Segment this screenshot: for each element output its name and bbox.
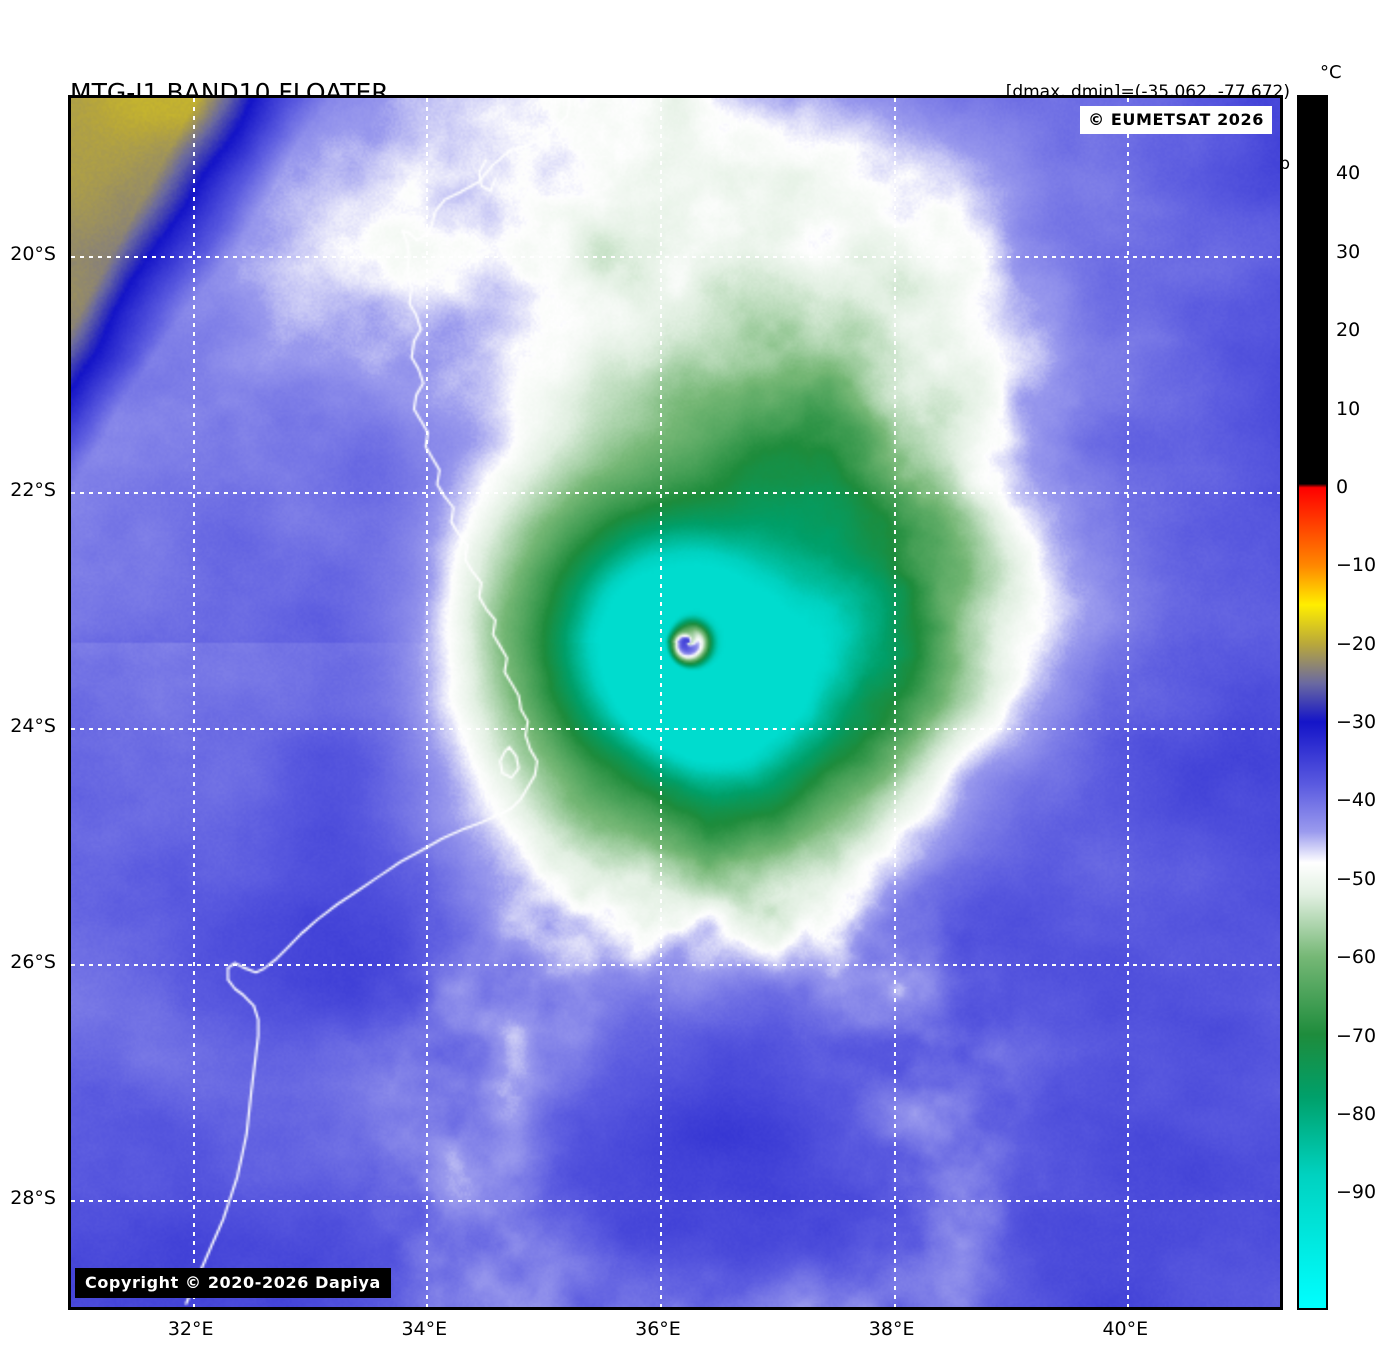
temperature-colorbar[interactable] — [1297, 95, 1328, 1310]
colorbar-tick-label: −50 — [1336, 867, 1377, 890]
colorbar-tick-label: −40 — [1336, 789, 1377, 812]
latitude-tick-label: 28°S — [10, 1186, 56, 1209]
latitude-tick-label: 26°S — [10, 951, 56, 973]
longitude-tick-label: 36°E — [635, 1318, 681, 1340]
longitude-tick-label: 38°E — [868, 1318, 915, 1340]
latitude-tick-label: 20°S — [10, 243, 56, 266]
satellite-image-plot[interactable]: © EUMETSAT 2026 Copyright © 2020-2026 Da… — [68, 95, 1283, 1310]
longitude-tick-label: 34°E — [401, 1318, 448, 1340]
colorbar-tick-label: 10 — [1336, 397, 1361, 420]
colorbar-unit-label: °C — [1320, 62, 1342, 83]
dapiya-copyright-badge: Copyright © 2020-2026 Dapiya — [75, 1268, 391, 1298]
colorbar-tick-label: 30 — [1336, 240, 1361, 263]
colorbar-gradient — [1299, 97, 1326, 1308]
colorbar-tick-label: −90 — [1336, 1181, 1377, 1204]
colorbar-tick-label: −10 — [1336, 554, 1377, 577]
colorbar-tick-label: −30 — [1336, 711, 1377, 734]
colorbar-tick-label: −70 — [1336, 1024, 1377, 1047]
longitude-tick-label: 32°E — [167, 1318, 214, 1340]
colorbar-tick-label: −80 — [1336, 1103, 1377, 1126]
eumetsat-copyright-badge: © EUMETSAT 2026 — [1080, 106, 1272, 134]
colorbar-tick-label: −60 — [1336, 946, 1377, 969]
colorbar-tick-label: 40 — [1336, 162, 1361, 185]
infrared-imagery-canvas — [71, 98, 1280, 1307]
colorbar-tick-label: 0 — [1336, 475, 1349, 498]
latitude-tick-label: 24°S — [10, 715, 56, 738]
longitude-tick-label: 40°E — [1102, 1318, 1149, 1340]
colorbar-tick-label: −20 — [1336, 632, 1377, 655]
colorbar-tick-label: 20 — [1336, 319, 1361, 342]
latitude-tick-label: 22°S — [10, 479, 56, 502]
